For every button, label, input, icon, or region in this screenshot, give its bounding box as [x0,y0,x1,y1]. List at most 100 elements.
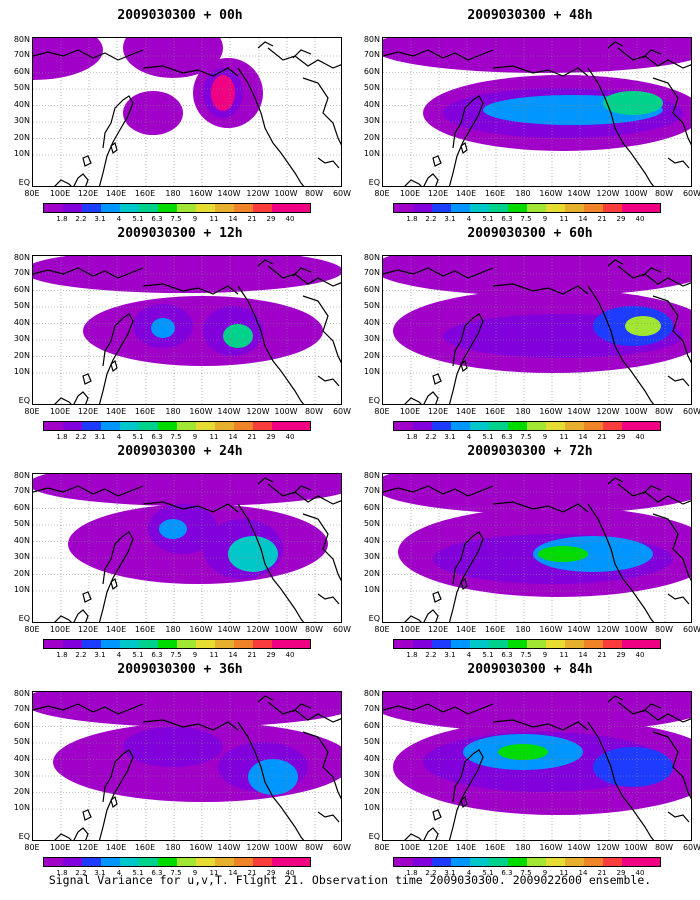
lat-tick-label: 50N [363,83,380,92]
coastline [617,265,691,287]
lon-tick-label: 140W [217,625,241,634]
lat-tick-label: 70N [363,704,380,713]
coastline [317,811,340,823]
colorbar-label: 29 [266,433,276,441]
lon-tick-label: 100W [274,843,298,852]
coastline [448,531,484,622]
colorbar-label: 7.5 [170,433,182,441]
colorbar-swatch [120,858,139,866]
coastline [73,609,89,622]
lat-tick-label: 10N [13,367,30,376]
lat-tick-label: 10N [363,149,380,158]
colorbar-label: 6.3 [501,869,513,877]
colorbar-swatch [215,858,234,866]
lat-tick-label: 40N [363,535,380,545]
colorbar-label: 29 [616,215,626,223]
lon-tick-label: 160E [134,625,156,634]
panel-title: 2009030300 + 48h [467,8,593,23]
colorbar-label: 1.8 [406,869,418,877]
variance-map [383,474,691,622]
lon-tick-label: 120W [246,843,270,852]
variance-map [383,38,691,186]
lat-tick-label: 60N [363,284,380,294]
coastline [587,67,655,186]
coastline [73,391,89,404]
colorbar-swatch [584,422,603,430]
coastline [460,141,468,155]
lat-tick-label: 20N [13,568,30,578]
coastline [237,67,305,186]
coastline [642,703,662,713]
lon-tick-label: 160W [539,625,563,634]
lon-tick-label: 80E [24,625,40,634]
lat-tick-label: EQ [18,177,30,187]
map-frame [32,473,342,623]
coastline [383,49,494,61]
coastline [404,615,422,622]
colorbar-label: 11 [559,651,569,659]
colorbar-swatch [565,640,584,648]
variance-contour [211,75,235,111]
lon-tick-label: 100E [399,407,421,416]
coastline [82,155,92,167]
colorbar-swatch [291,204,310,212]
colorbar-swatch [215,204,234,212]
colorbar-label: 40 [285,869,295,877]
lon-tick-label: 100W [624,189,648,198]
colorbar-label: 14 [228,651,238,659]
variance-contour [33,474,341,506]
colorbar-swatch [101,640,120,648]
coastline [652,513,691,582]
colorbar-label: 1.8 [56,433,68,441]
colorbar-swatch [253,858,272,866]
lon-tick-label: 80W [654,843,674,852]
coastline [82,809,92,821]
coastline [267,701,341,723]
map-frame [382,37,692,187]
panel-title: 2009030300 + 72h [467,444,593,459]
colorbar-label: 5.1 [482,433,494,441]
lon-tick-label: 140W [217,843,241,852]
lat-tick-label: EQ [18,613,30,623]
lon-tick-label: 160E [484,189,506,198]
lat-tick-label: 30N [363,116,380,125]
lat-tick-label: 50N [13,519,30,528]
colorbar-label: 40 [635,869,645,877]
lat-tick-label: 60N [13,720,30,730]
lon-tick-label: 100E [49,407,71,416]
lon-tick-label: 160W [189,843,213,852]
colorbar-label: 1.8 [56,869,68,877]
coastline [54,179,72,186]
lon-tick-label: 160E [134,189,156,198]
lon-tick-label: 60W [332,625,352,634]
colorbar-swatch [413,858,432,866]
lat-tick-label: 70N [363,486,380,495]
coastline [33,703,144,715]
lon-tick-label: 120E [77,843,99,852]
lon-tick-label: 180 [165,625,181,634]
lon-tick-label: 140E [105,843,127,852]
lat-tick-label: 50N [363,519,380,528]
colorbar-swatch [215,422,234,430]
colorbar-swatch [432,422,451,430]
coastline [652,731,691,800]
colorbar-label: 21 [597,869,607,877]
colorbar [43,421,311,431]
variance-contour [151,318,175,338]
colorbar [393,639,661,649]
colorbar-swatch [451,204,470,212]
colorbar-label: 40 [285,651,295,659]
colorbar-label: 14 [578,869,588,877]
colorbar-swatch [603,858,622,866]
colorbar-label: 2.2 [75,651,87,659]
variance-contour [383,474,691,514]
colorbar-label: 5.1 [132,433,144,441]
coastline [432,591,442,603]
colorbar-label: 40 [635,651,645,659]
lon-tick-label: 60W [682,625,700,634]
map-panel-72h: 2009030300 + 72h 80N 70N 60N 50N 40N 30N 20N 10N… [360,444,700,659]
colorbar-swatch [584,204,603,212]
coastline [460,795,468,809]
colorbar-swatch [432,204,451,212]
lat-tick-label: 30N [363,552,380,561]
